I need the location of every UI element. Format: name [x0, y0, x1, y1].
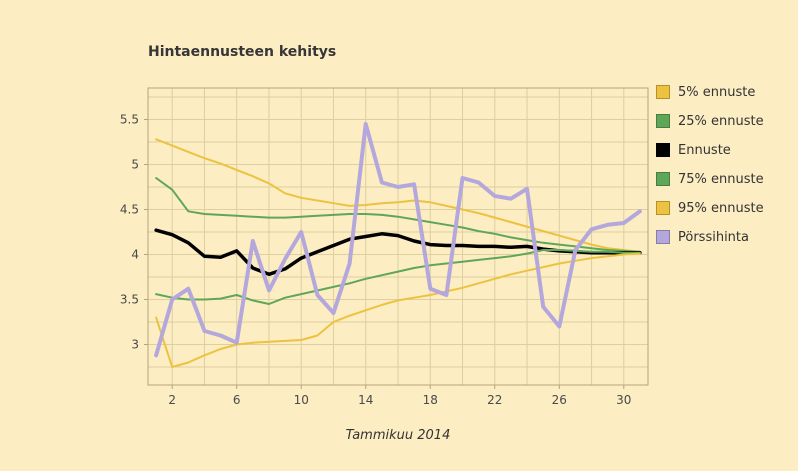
legend-swatch-25pct — [656, 114, 670, 128]
legend-swatch-5pct — [656, 85, 670, 99]
legend-item-5pct: 5% ennuste — [656, 84, 764, 100]
legend-label-95pct: 95% ennuste — [678, 200, 764, 216]
legend-swatch-porssihinta — [656, 230, 670, 244]
svg-text:14: 14 — [358, 393, 373, 407]
legend-item-25pct: 25% ennuste — [656, 113, 764, 129]
legend-swatch-75pct — [656, 172, 670, 186]
legend-label-25pct: 25% ennuste — [678, 113, 764, 129]
svg-text:3: 3 — [131, 338, 139, 352]
legend-label-ennuste: Ennuste — [678, 142, 731, 158]
legend-label-75pct: 75% ennuste — [678, 171, 764, 187]
svg-text:18: 18 — [423, 393, 438, 407]
svg-text:30: 30 — [616, 393, 631, 407]
svg-text:5: 5 — [131, 158, 139, 172]
chart-legend: 5% ennuste 25% ennuste Ennuste 75% ennus… — [656, 84, 764, 258]
legend-swatch-95pct — [656, 201, 670, 215]
chart-title: Hintaennusteen kehitys — [148, 44, 337, 60]
svg-text:5.5: 5.5 — [120, 113, 139, 127]
legend-label-porssihinta: Pörssihinta — [678, 229, 749, 245]
svg-text:2: 2 — [168, 393, 176, 407]
svg-text:26: 26 — [552, 393, 567, 407]
svg-text:6: 6 — [233, 393, 241, 407]
legend-swatch-ennuste — [656, 143, 670, 157]
legend-item-95pct: 95% ennuste — [656, 200, 764, 216]
x-axis-title: Tammikuu 2014 — [345, 428, 451, 443]
svg-text:4: 4 — [131, 248, 139, 262]
legend-item-75pct: 75% ennuste — [656, 171, 764, 187]
svg-text:22: 22 — [487, 393, 502, 407]
svg-text:10: 10 — [294, 393, 309, 407]
svg-text:4.5: 4.5 — [120, 203, 139, 217]
legend-item-porssihinta: Pörssihinta — [656, 229, 764, 245]
svg-text:3.5: 3.5 — [120, 293, 139, 307]
legend-label-5pct: 5% ennuste — [678, 84, 756, 100]
legend-item-ennuste: Ennuste — [656, 142, 764, 158]
